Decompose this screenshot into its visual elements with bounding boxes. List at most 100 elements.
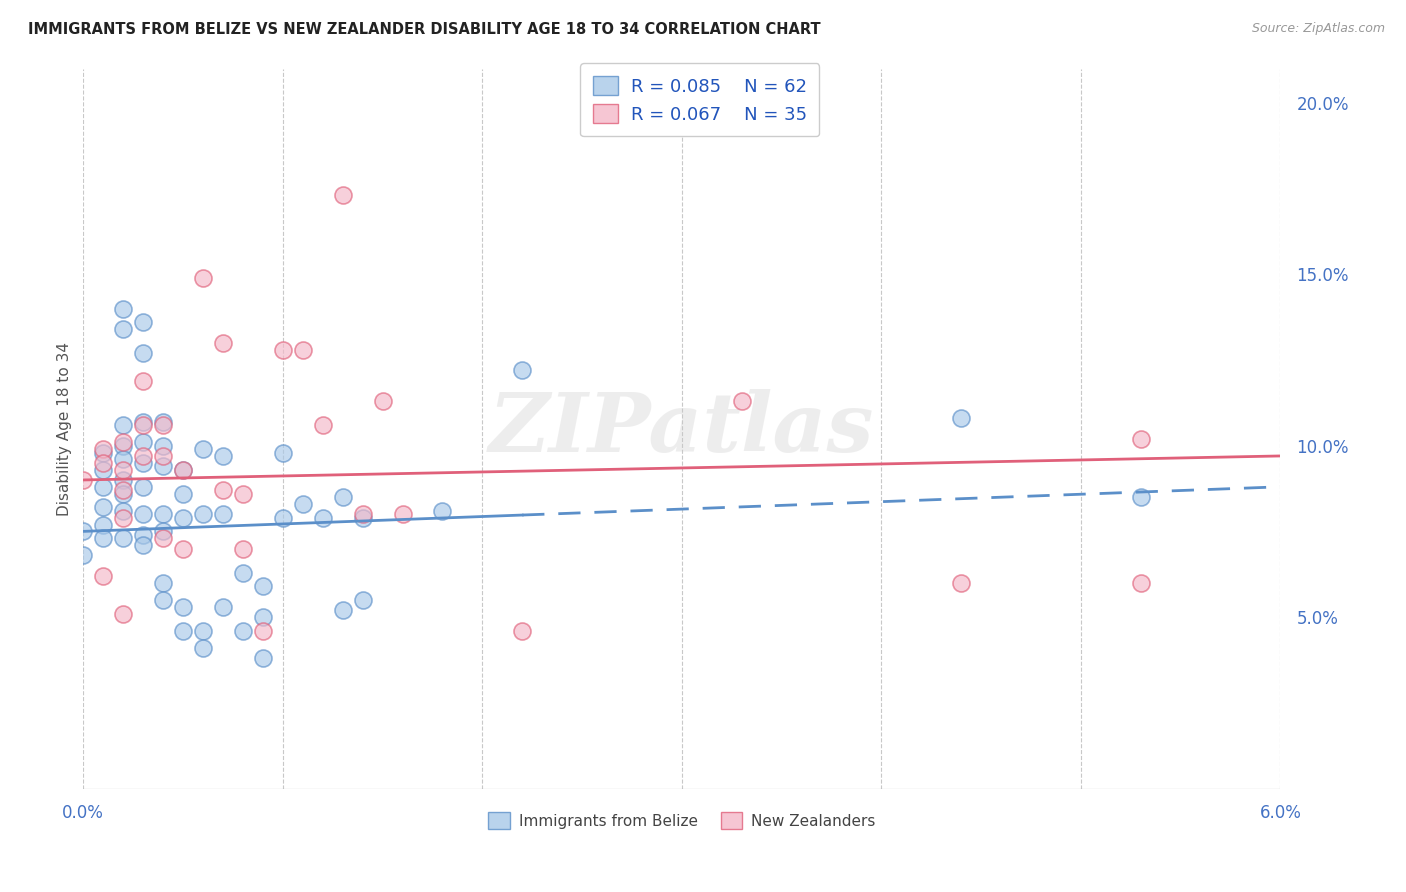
Point bbox=[91, 500, 114, 515]
Point bbox=[132, 374, 155, 388]
Point bbox=[112, 418, 135, 433]
Point bbox=[91, 463, 114, 477]
Point bbox=[172, 599, 194, 614]
Point bbox=[212, 599, 235, 614]
Point bbox=[191, 442, 214, 456]
Point bbox=[391, 507, 413, 521]
Point bbox=[191, 507, 214, 521]
Point bbox=[112, 439, 135, 453]
Point bbox=[91, 531, 114, 545]
Point bbox=[332, 603, 354, 617]
Point bbox=[72, 549, 94, 563]
Point bbox=[132, 528, 155, 542]
Point bbox=[112, 322, 135, 336]
Point bbox=[152, 524, 174, 539]
Point bbox=[271, 445, 294, 459]
Point bbox=[172, 624, 194, 638]
Point bbox=[72, 473, 94, 487]
Point bbox=[371, 394, 394, 409]
Point bbox=[271, 343, 294, 357]
Point bbox=[352, 507, 374, 521]
Point bbox=[112, 473, 135, 487]
Text: IMMIGRANTS FROM BELIZE VS NEW ZEALANDER DISABILITY AGE 18 TO 34 CORRELATION CHAR: IMMIGRANTS FROM BELIZE VS NEW ZEALANDER … bbox=[28, 22, 821, 37]
Point bbox=[172, 541, 194, 556]
Point bbox=[132, 315, 155, 329]
Point bbox=[1129, 490, 1152, 504]
Y-axis label: Disability Age 18 to 34: Disability Age 18 to 34 bbox=[58, 342, 72, 516]
Point bbox=[252, 651, 274, 665]
Point bbox=[332, 490, 354, 504]
Point bbox=[91, 456, 114, 470]
Point bbox=[91, 569, 114, 583]
Point bbox=[312, 418, 335, 433]
Point bbox=[332, 188, 354, 202]
Point bbox=[191, 624, 214, 638]
Point bbox=[152, 459, 174, 474]
Point bbox=[252, 579, 274, 593]
Point bbox=[731, 394, 754, 409]
Point bbox=[950, 575, 973, 590]
Point bbox=[112, 301, 135, 316]
Point bbox=[112, 607, 135, 621]
Point bbox=[132, 435, 155, 450]
Point bbox=[510, 624, 533, 638]
Point bbox=[191, 270, 214, 285]
Point bbox=[132, 507, 155, 521]
Point bbox=[152, 439, 174, 453]
Text: ZIPatlas: ZIPatlas bbox=[489, 389, 875, 468]
Point bbox=[172, 463, 194, 477]
Legend: Immigrants from Belize, New Zealanders: Immigrants from Belize, New Zealanders bbox=[482, 806, 882, 835]
Point bbox=[91, 445, 114, 459]
Point bbox=[132, 415, 155, 429]
Point bbox=[1129, 432, 1152, 446]
Point bbox=[252, 624, 274, 638]
Point bbox=[112, 504, 135, 518]
Point bbox=[132, 480, 155, 494]
Point bbox=[112, 435, 135, 450]
Point bbox=[191, 640, 214, 655]
Point bbox=[291, 343, 314, 357]
Point bbox=[432, 504, 454, 518]
Point bbox=[212, 483, 235, 498]
Point bbox=[172, 510, 194, 524]
Point bbox=[132, 418, 155, 433]
Point bbox=[132, 449, 155, 463]
Point bbox=[172, 486, 194, 500]
Point bbox=[112, 463, 135, 477]
Point bbox=[271, 510, 294, 524]
Point bbox=[132, 346, 155, 360]
Point bbox=[232, 486, 254, 500]
Point bbox=[91, 517, 114, 532]
Point bbox=[132, 456, 155, 470]
Point bbox=[112, 452, 135, 467]
Point bbox=[152, 593, 174, 607]
Point bbox=[212, 335, 235, 350]
Point bbox=[312, 510, 335, 524]
Point bbox=[172, 463, 194, 477]
Point bbox=[291, 497, 314, 511]
Point bbox=[232, 624, 254, 638]
Point bbox=[232, 566, 254, 580]
Point bbox=[152, 449, 174, 463]
Point bbox=[112, 531, 135, 545]
Point bbox=[212, 449, 235, 463]
Point bbox=[510, 363, 533, 377]
Point bbox=[212, 507, 235, 521]
Point bbox=[152, 575, 174, 590]
Point bbox=[152, 531, 174, 545]
Point bbox=[112, 486, 135, 500]
Point bbox=[252, 610, 274, 624]
Point bbox=[352, 510, 374, 524]
Text: Source: ZipAtlas.com: Source: ZipAtlas.com bbox=[1251, 22, 1385, 36]
Point bbox=[1129, 575, 1152, 590]
Point bbox=[232, 541, 254, 556]
Point bbox=[112, 483, 135, 498]
Point bbox=[112, 510, 135, 524]
Point bbox=[152, 415, 174, 429]
Point bbox=[152, 418, 174, 433]
Point bbox=[152, 507, 174, 521]
Point bbox=[72, 524, 94, 539]
Point bbox=[91, 480, 114, 494]
Point bbox=[91, 442, 114, 456]
Point bbox=[950, 411, 973, 425]
